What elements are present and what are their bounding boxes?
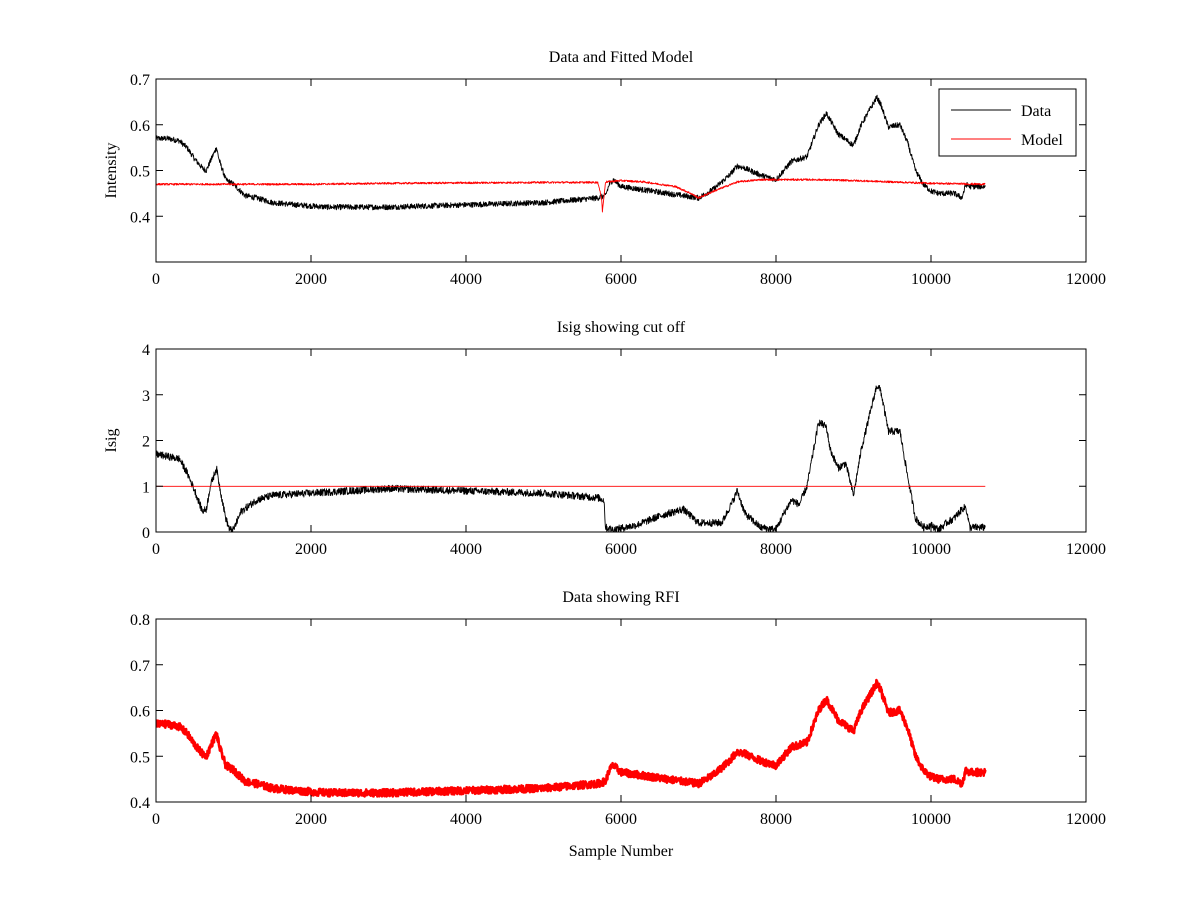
x-tick-label: 4000: [450, 811, 482, 828]
y-axis-label: Isig: [103, 429, 120, 453]
x-tick-label: 2000: [295, 811, 327, 828]
x-tick-label: 2000: [295, 271, 327, 288]
x-tick-label: 6000: [605, 811, 637, 828]
x-tick-label: 6000: [605, 541, 637, 558]
y-tick-label: 0.7: [130, 658, 150, 675]
x-tick-label: 2000: [295, 541, 327, 558]
y-tick-label: 3: [142, 388, 150, 405]
y-tick-label: 0.4: [130, 209, 150, 226]
panel-3: 0 2000 4000 6000 8000 10000 12000 0.4 0.5 0.6 0.7 0…: [130, 589, 1106, 860]
y-tick-label: 2: [142, 434, 150, 451]
y-tick-label: 0.7: [130, 72, 150, 89]
x-tick-label: 10000: [911, 541, 951, 558]
legend: Data Model: [938, 88, 1077, 157]
series-line-data: [156, 94, 986, 211]
y-tick-label: 4: [142, 342, 150, 359]
x-tick-label: 0: [152, 811, 160, 828]
y-tick-label: 0.5: [130, 749, 150, 766]
series-group: [156, 384, 986, 532]
x-tick-label: 8000: [760, 541, 792, 558]
x-tick-label: 0: [152, 271, 160, 288]
y-tick-label: 0.6: [130, 704, 150, 721]
x-tick-label: 6000: [605, 271, 637, 288]
series-group: [156, 678, 987, 798]
panel-1: 0 2000 4000 6000 8000 10000 12000 0.4 0.5 0.6 0.7 D…: [103, 49, 1106, 288]
y-axis-label: Intensity: [103, 143, 120, 199]
x-tick-label: 12000: [1066, 541, 1106, 558]
x-axis-label: Sample Number: [569, 843, 674, 860]
x-tick-label: 0: [152, 541, 160, 558]
series-line-1: [156, 678, 987, 798]
x-tick-label: 12000: [1066, 811, 1106, 828]
chart-title: Isig showing cut off: [557, 319, 686, 336]
x-tick-label: 12000: [1066, 271, 1106, 288]
y-tick-label: 0.6: [130, 118, 150, 135]
series-group: [156, 94, 986, 213]
y-tick-label: 0.4: [130, 795, 150, 812]
series-line-model: [156, 178, 986, 213]
x-tick-label: 4000: [450, 541, 482, 558]
y-tick-label: 0.5: [130, 164, 150, 181]
legend-label: Data: [1021, 103, 1051, 120]
y-tick-label: 0: [142, 525, 150, 542]
chart-title: Data and Fitted Model: [549, 49, 694, 66]
x-tick-label: 8000: [760, 271, 792, 288]
panels: 0 2000 4000 6000 8000 10000 120000.40.50.60.7D…: [103, 49, 1106, 860]
x-tick-label: 10000: [911, 811, 951, 828]
x-tick-label: 4000: [450, 271, 482, 288]
y-tick-label: 1: [142, 479, 150, 496]
series-line-1: [156, 384, 986, 532]
panel-2: 0 2000 4000 6000 8000 10000 12000 0 1 2 3 4 Isig sho…: [103, 319, 1106, 558]
legend-label: Model: [1021, 132, 1063, 149]
y-tick-label: 0.8: [130, 612, 150, 629]
x-tick-label: 10000: [911, 271, 951, 288]
x-tick-label: 8000: [760, 811, 792, 828]
legend-box: [938, 88, 1077, 157]
chart-title: Data showing RFI: [562, 589, 679, 606]
